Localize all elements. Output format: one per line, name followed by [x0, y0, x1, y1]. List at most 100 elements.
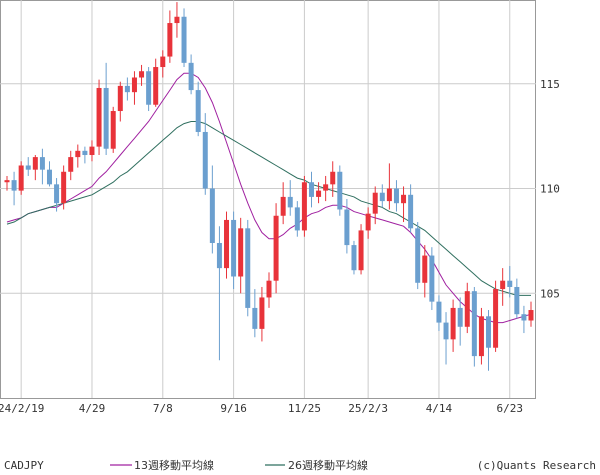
candle-body: [372, 192, 378, 214]
candle-body: [216, 242, 222, 269]
candle: [386, 163, 392, 210]
candle-body: [181, 16, 187, 63]
candle-body: [386, 188, 392, 202]
candle: [486, 310, 492, 371]
credit-label: (c)Quants Research: [477, 459, 596, 472]
candle: [287, 180, 293, 216]
candle: [330, 161, 336, 197]
candle-body: [308, 182, 314, 197]
candle-body: [231, 219, 237, 277]
candle: [11, 171, 17, 206]
candle-body: [528, 310, 534, 321]
candle-body: [82, 150, 88, 156]
y-axis: 105 110 115: [540, 78, 560, 300]
candle: [117, 81, 123, 122]
candle: [436, 295, 442, 331]
candle-body: [117, 85, 123, 112]
candle-body: [422, 255, 428, 283]
candle-body: [96, 87, 102, 147]
candle: [25, 157, 31, 176]
candle-body: [124, 85, 130, 93]
candle: [344, 199, 350, 254]
legend-label-ma26: 26週移動平均線: [288, 458, 368, 472]
candle-body: [457, 307, 463, 327]
candle: [316, 182, 322, 204]
candle: [46, 161, 52, 187]
candle: [259, 286, 265, 342]
candle: [308, 171, 314, 208]
x-tick-label: 11/25: [288, 402, 321, 415]
candle-body: [89, 146, 95, 156]
candle-body: [32, 157, 38, 170]
candle: [54, 178, 60, 212]
candle: [280, 182, 286, 225]
candle: [245, 219, 251, 317]
candle: [231, 211, 237, 290]
candle-body: [323, 184, 329, 191]
candle: [4, 175, 10, 191]
candle: [478, 307, 484, 365]
candle: [514, 278, 520, 319]
candle: [379, 184, 385, 208]
candle: [365, 207, 371, 239]
candle: [209, 165, 215, 254]
candle-body: [160, 56, 166, 68]
candle: [294, 201, 300, 237]
candle-body: [224, 219, 230, 269]
candle-body: [131, 77, 137, 93]
candle: [167, 10, 173, 63]
candle-body: [103, 87, 109, 149]
candle: [68, 150, 74, 181]
candle-body: [415, 228, 421, 283]
candle: [103, 62, 109, 156]
candle: [32, 155, 38, 181]
candle-body: [54, 184, 60, 204]
candle-body: [429, 255, 435, 302]
candle-body: [46, 169, 52, 185]
candle-body: [337, 171, 343, 210]
legend-label-ma13: 13週移動平均線: [134, 458, 214, 472]
candle: [82, 146, 88, 164]
candle: [124, 77, 130, 101]
candle: [153, 58, 159, 107]
candle: [75, 144, 81, 168]
candle: [216, 226, 222, 361]
candle: [393, 180, 399, 212]
candle: [238, 217, 244, 294]
candle: [160, 50, 166, 78]
candles: [4, 2, 534, 371]
x-axis: 24/2/19 4/29 7/8 9/16 11/25 25/2/3 4/14 6/23: [0, 402, 523, 415]
candle-body: [486, 316, 492, 348]
candle-body: [351, 245, 357, 271]
candle: [188, 54, 194, 95]
candle: [422, 245, 428, 298]
candle: [323, 175, 329, 202]
candle: [18, 161, 24, 195]
y-tick-label: 110: [540, 183, 560, 196]
candle: [202, 113, 208, 195]
candle: [351, 240, 357, 275]
candle-body: [316, 190, 322, 197]
candle: [401, 186, 407, 223]
y-tick-label: 115: [540, 78, 560, 91]
candle: [521, 305, 527, 334]
candle-body: [330, 171, 336, 185]
candle: [528, 301, 534, 327]
candle-body: [301, 182, 307, 231]
candle-body: [68, 157, 74, 172]
candle: [252, 289, 258, 338]
candle-body: [153, 67, 159, 105]
candle: [500, 268, 506, 306]
candle: [96, 79, 102, 156]
candle-body: [252, 307, 258, 329]
candle: [301, 175, 307, 237]
candle-body: [75, 150, 81, 158]
candle-body: [500, 280, 506, 290]
candle-body: [259, 297, 265, 329]
candle: [457, 297, 463, 346]
candle-body: [4, 180, 10, 183]
candle-body: [450, 307, 456, 340]
candle-body: [195, 90, 201, 132]
x-tick-label: 4/29: [79, 402, 106, 415]
symbol-label: CADJPY: [4, 459, 44, 472]
